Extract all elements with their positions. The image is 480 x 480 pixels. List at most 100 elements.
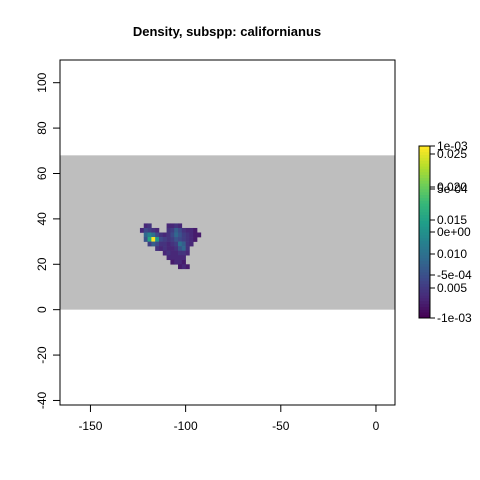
density-cell [143, 223, 148, 229]
density-cell [139, 227, 145, 233]
colorbar-swatch [419, 234, 430, 239]
density-cell [155, 237, 160, 242]
density-cell [162, 237, 167, 242]
colorbar-swatch [419, 209, 430, 213]
y-tick-label: 20 [35, 257, 49, 271]
colorbar-swatch [419, 289, 430, 293]
colorbar-tick-label: -1e-03 [437, 311, 472, 325]
colorbar-swatch [419, 166, 430, 170]
density-cell [189, 232, 194, 238]
colorbar-swatch [419, 146, 430, 150]
colorbar-swatch [419, 300, 430, 305]
density-cell [158, 241, 164, 247]
density-cell [151, 241, 156, 247]
density-cell [193, 227, 198, 233]
colorbar-swatch [419, 206, 430, 210]
density-cell [166, 227, 171, 233]
colorbar-swatch [419, 148, 430, 153]
density-cell [166, 237, 171, 242]
density-cell [174, 241, 179, 247]
density-cell [158, 232, 164, 238]
y-tick-label: 80 [35, 121, 49, 135]
density-cell [158, 237, 164, 242]
density-cell [147, 232, 152, 238]
colorbar-swatch [419, 160, 430, 164]
density-cell [155, 227, 160, 233]
colorbar-swatch [419, 254, 430, 259]
density-cell [143, 237, 148, 242]
density-cell [147, 223, 152, 229]
density-cell [185, 264, 190, 270]
colorbar-swatch [419, 295, 430, 299]
colorbar-swatch [419, 174, 430, 178]
y-tick-label: 0 [35, 306, 49, 313]
density-cell [170, 232, 175, 238]
colorbar-swatch [419, 266, 430, 270]
density-cell [151, 232, 156, 238]
x-tick-label: -150 [78, 419, 102, 433]
density-cell [174, 255, 179, 261]
colorbar-swatch [419, 211, 430, 216]
colorbar-tick-label: 0.020 [437, 180, 467, 194]
colorbar-swatch [419, 277, 430, 282]
density-cell [166, 250, 171, 256]
colorbar-swatch [419, 269, 430, 273]
density-cell [170, 223, 175, 229]
density-cell [178, 246, 183, 251]
density-cell [178, 237, 183, 242]
colorbar-swatch [419, 217, 430, 221]
density-cell [155, 246, 160, 251]
colorbar-swatch [419, 306, 430, 310]
y-tick-label: -40 [35, 391, 49, 409]
density-cell [181, 259, 186, 265]
density-cell [197, 232, 202, 238]
colorbar-swatch [419, 243, 430, 247]
colorbar-swatch [419, 163, 430, 167]
density-cell [181, 264, 186, 270]
density-cell [174, 227, 179, 233]
density-cell [174, 246, 179, 251]
density-cell [181, 232, 186, 238]
density-cell [162, 250, 167, 256]
density-cell [193, 237, 198, 242]
density-cell [185, 241, 190, 247]
density-cell [162, 232, 167, 238]
colorbar-swatch [419, 252, 430, 256]
density-cell [181, 255, 186, 261]
y-tick-label: 40 [35, 212, 49, 226]
density-cell [185, 232, 190, 238]
density-cell [185, 246, 190, 251]
density-cell [143, 232, 148, 238]
density-cell [162, 241, 167, 247]
density-cell [147, 241, 152, 247]
colorbar-swatch [419, 157, 430, 161]
colorbar-swatch [419, 232, 430, 236]
density-cell [151, 227, 156, 233]
colorbar-swatch [419, 286, 430, 290]
colorbar-tick-label: 0e+00 [437, 225, 471, 239]
colorbar-swatch [419, 249, 430, 253]
density-cell [174, 223, 179, 229]
density-cell [174, 232, 179, 238]
density-cell [155, 232, 160, 238]
colorbar-tick-label: 5e-04 [437, 182, 468, 196]
density-cell [147, 237, 152, 242]
colorbar-swatch [419, 189, 430, 193]
density-cell [170, 250, 175, 256]
x-tick-label: -50 [272, 419, 290, 433]
colorbar-swatch [419, 191, 430, 196]
colorbar-swatch [419, 183, 430, 187]
density-cell [170, 246, 175, 251]
colorbar-swatch [419, 194, 430, 198]
chart-title: Density, subspp: californianus [133, 24, 321, 39]
x-tick-label: -100 [174, 419, 198, 433]
density-cell [170, 241, 175, 247]
colorbar-swatch [419, 154, 430, 158]
y-tick-label: -20 [35, 346, 49, 364]
y-tick-label: 60 [35, 166, 49, 180]
colorbar-tick-label: 0.005 [437, 281, 467, 295]
density-cell [178, 259, 183, 265]
density-cell [158, 246, 164, 251]
density-cell [178, 232, 183, 238]
